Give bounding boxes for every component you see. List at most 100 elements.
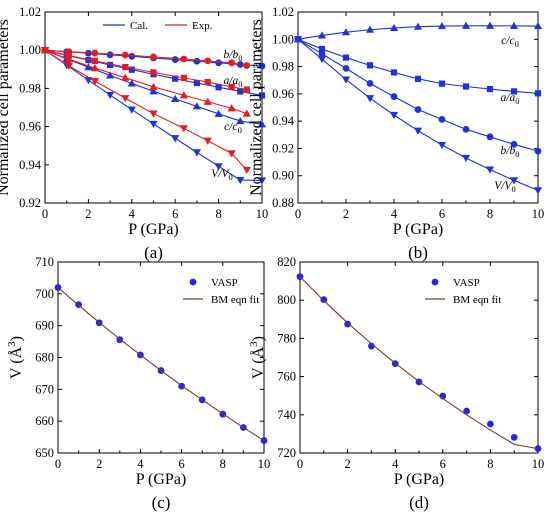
x-tick-label: 2 xyxy=(343,207,349,221)
legend-label-fit: BM eqn fit xyxy=(453,294,501,306)
series-label: a/a0 xyxy=(501,92,520,106)
series-label: c/c0 xyxy=(501,35,519,49)
data-point xyxy=(127,106,136,114)
data-point xyxy=(128,52,136,60)
data-point xyxy=(463,407,470,415)
data-point xyxy=(214,109,223,117)
y-axis-title-sup: 3 xyxy=(248,341,260,347)
data-point xyxy=(121,73,130,81)
data-point xyxy=(106,51,114,59)
x-tick-label: 0 xyxy=(42,207,48,221)
y-tick-label: 0.88 xyxy=(272,196,294,210)
y-tick-label: 760 xyxy=(277,370,296,384)
data-point xyxy=(534,90,542,97)
data-point xyxy=(242,109,251,117)
x-tick-label: 10 xyxy=(256,207,269,221)
series-label-main: a/a xyxy=(224,75,239,87)
data-point xyxy=(121,51,129,59)
x-tick-label: 8 xyxy=(215,207,221,221)
data-point xyxy=(257,120,267,128)
data-point xyxy=(128,66,135,73)
y-axis-title-end: ) xyxy=(250,336,267,341)
x-tick-label: 2 xyxy=(85,207,91,221)
x-tick-label: 6 xyxy=(439,207,445,221)
series-c-c0 xyxy=(293,21,543,43)
data-point xyxy=(486,133,494,141)
panel-label: (a) xyxy=(144,243,163,262)
data-point xyxy=(318,45,326,53)
x-tick-label: 6 xyxy=(178,457,184,471)
chart-panel-d: 0 2 4 6 8 10 720 740 760 780 800 820 P (GPa) V (Å3) (d… xyxy=(248,255,544,512)
data-point xyxy=(510,88,518,95)
data-point xyxy=(64,62,73,70)
y-axis-title-end: ) xyxy=(8,336,25,341)
legend-label-cal: Cal. xyxy=(130,20,148,32)
series-label-main: V/V xyxy=(211,168,230,180)
y-tick-label: 710 xyxy=(35,255,54,269)
legend-label-fit: BM eqn fit xyxy=(211,294,259,306)
series-label-sub: 0 xyxy=(515,96,519,106)
data-point xyxy=(413,22,423,30)
data-point xyxy=(90,78,100,86)
series-vasp xyxy=(54,284,268,444)
y-tick-label: 0.90 xyxy=(272,169,294,183)
data-point xyxy=(341,76,351,84)
legend: VASP BM eqn fit xyxy=(425,277,501,306)
x-tick-label: 2 xyxy=(344,457,350,471)
y-tick-label: 0.94 xyxy=(19,158,42,172)
legend-label-vasp: VASP xyxy=(453,277,480,289)
legend-label-exp: Exp. xyxy=(192,20,213,32)
series-a-a0 xyxy=(294,36,542,97)
data-point xyxy=(91,57,99,64)
data-point xyxy=(485,166,495,174)
series-label-main: a/a xyxy=(501,92,516,104)
data-point xyxy=(344,320,351,328)
y-axis-title-main: V (Å xyxy=(249,346,267,379)
data-point xyxy=(215,59,223,67)
data-point xyxy=(389,23,399,32)
series-v-v0 xyxy=(293,36,543,195)
data-point xyxy=(534,147,542,155)
data-point xyxy=(365,95,375,103)
data-point xyxy=(243,62,251,69)
data-point xyxy=(438,80,446,87)
y-tick-label: 0.94 xyxy=(272,114,295,128)
data-point xyxy=(293,36,303,44)
series-label: a/a0 xyxy=(224,75,243,89)
data-point xyxy=(242,166,251,175)
series-line xyxy=(44,49,248,171)
data-point xyxy=(317,31,327,39)
data-point xyxy=(437,21,447,30)
data-point xyxy=(171,94,180,102)
data-point xyxy=(414,106,422,113)
data-point xyxy=(366,79,374,87)
data-point xyxy=(203,97,212,105)
data-point xyxy=(193,79,200,87)
data-point xyxy=(462,125,470,133)
x-tick-label: 8 xyxy=(487,207,493,221)
series-label-sub: 0 xyxy=(515,149,519,159)
x-tick-label: 6 xyxy=(440,457,446,471)
data-point xyxy=(180,74,187,81)
plot-frame xyxy=(299,261,539,454)
data-point xyxy=(437,141,447,150)
data-point xyxy=(236,177,245,185)
data-point xyxy=(149,82,158,90)
data-point xyxy=(365,25,375,33)
series-line xyxy=(297,38,539,191)
y-tick-label: 1.00 xyxy=(19,43,41,57)
y-tick-label: 0.98 xyxy=(19,81,41,95)
data-point xyxy=(258,92,266,99)
x-axis-title: P (GPa) xyxy=(394,471,445,488)
data-point xyxy=(122,63,129,71)
series-line xyxy=(44,49,247,115)
y-tick-label: 0.92 xyxy=(272,141,294,155)
data-point xyxy=(179,125,188,133)
y-tick-label: 0.92 xyxy=(19,196,41,210)
y-tick-label: 1.00 xyxy=(272,32,294,46)
y-tick-label: 0.98 xyxy=(272,60,294,74)
x-tick-label: 8 xyxy=(220,457,226,471)
series-exp-c-c0 xyxy=(40,46,251,117)
y-tick-label: 670 xyxy=(35,382,54,396)
